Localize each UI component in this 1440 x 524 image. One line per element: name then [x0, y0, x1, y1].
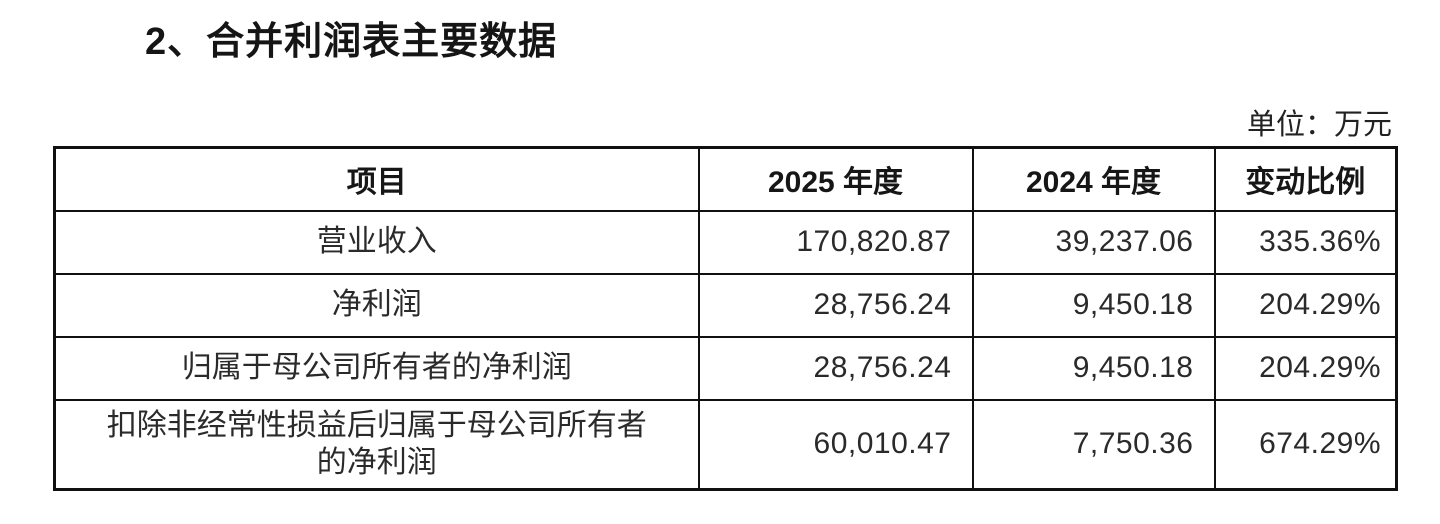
value-2025-cell: 170,820.87	[697, 209, 974, 275]
item-cell: 净利润	[53, 272, 700, 338]
column-header-item: 项目	[53, 146, 700, 212]
item-cell: 营业收入	[53, 209, 700, 275]
table-row-parent-net-profit: 归属于母公司所有者的净利润 28,756.24 9,450.18 204.29%	[53, 335, 1398, 401]
change-pct-cell: 674.29%	[1213, 398, 1398, 491]
change-pct-cell: 204.29%	[1213, 272, 1398, 338]
value-2024-cell: 9,450.18	[971, 335, 1216, 401]
table-row-deducted-net-profit: 扣除非经常性损益后归属于母公司所有者 的净利润 60,010.47 7,750.…	[53, 398, 1398, 491]
value-2024-cell: 9,450.18	[971, 272, 1216, 338]
table-header-row: 项目 2025 年度 2024 年度 变动比例	[53, 146, 1398, 212]
change-pct-cell: 204.29%	[1213, 335, 1398, 401]
value-2025-cell: 60,010.47	[697, 398, 974, 491]
column-header-2025: 2025 年度	[697, 146, 974, 212]
table-row-revenue: 营业收入 170,820.87 39,237.06 335.36%	[53, 209, 1398, 275]
unit-label: 单位：万元	[1246, 109, 1392, 141]
item-cell: 归属于母公司所有者的净利润	[53, 335, 700, 401]
value-2025-cell: 28,756.24	[697, 335, 974, 401]
change-pct-cell: 335.36%	[1213, 209, 1398, 275]
value-2025-cell: 28,756.24	[697, 272, 974, 338]
section-title: 2、合并利润表主要数据	[145, 21, 558, 63]
value-2024-cell: 39,237.06	[971, 209, 1216, 275]
column-header-change: 变动比例	[1213, 146, 1398, 212]
income-statement-table: 项目 2025 年度 2024 年度 变动比例 营业收入 170,820.87 …	[53, 146, 1398, 491]
column-header-2024: 2024 年度	[971, 146, 1216, 212]
item-cell: 扣除非经常性损益后归属于母公司所有者 的净利润	[53, 398, 700, 491]
value-2024-cell: 7,750.36	[971, 398, 1216, 491]
table-row-net-profit: 净利润 28,756.24 9,450.18 204.29%	[53, 272, 1398, 338]
